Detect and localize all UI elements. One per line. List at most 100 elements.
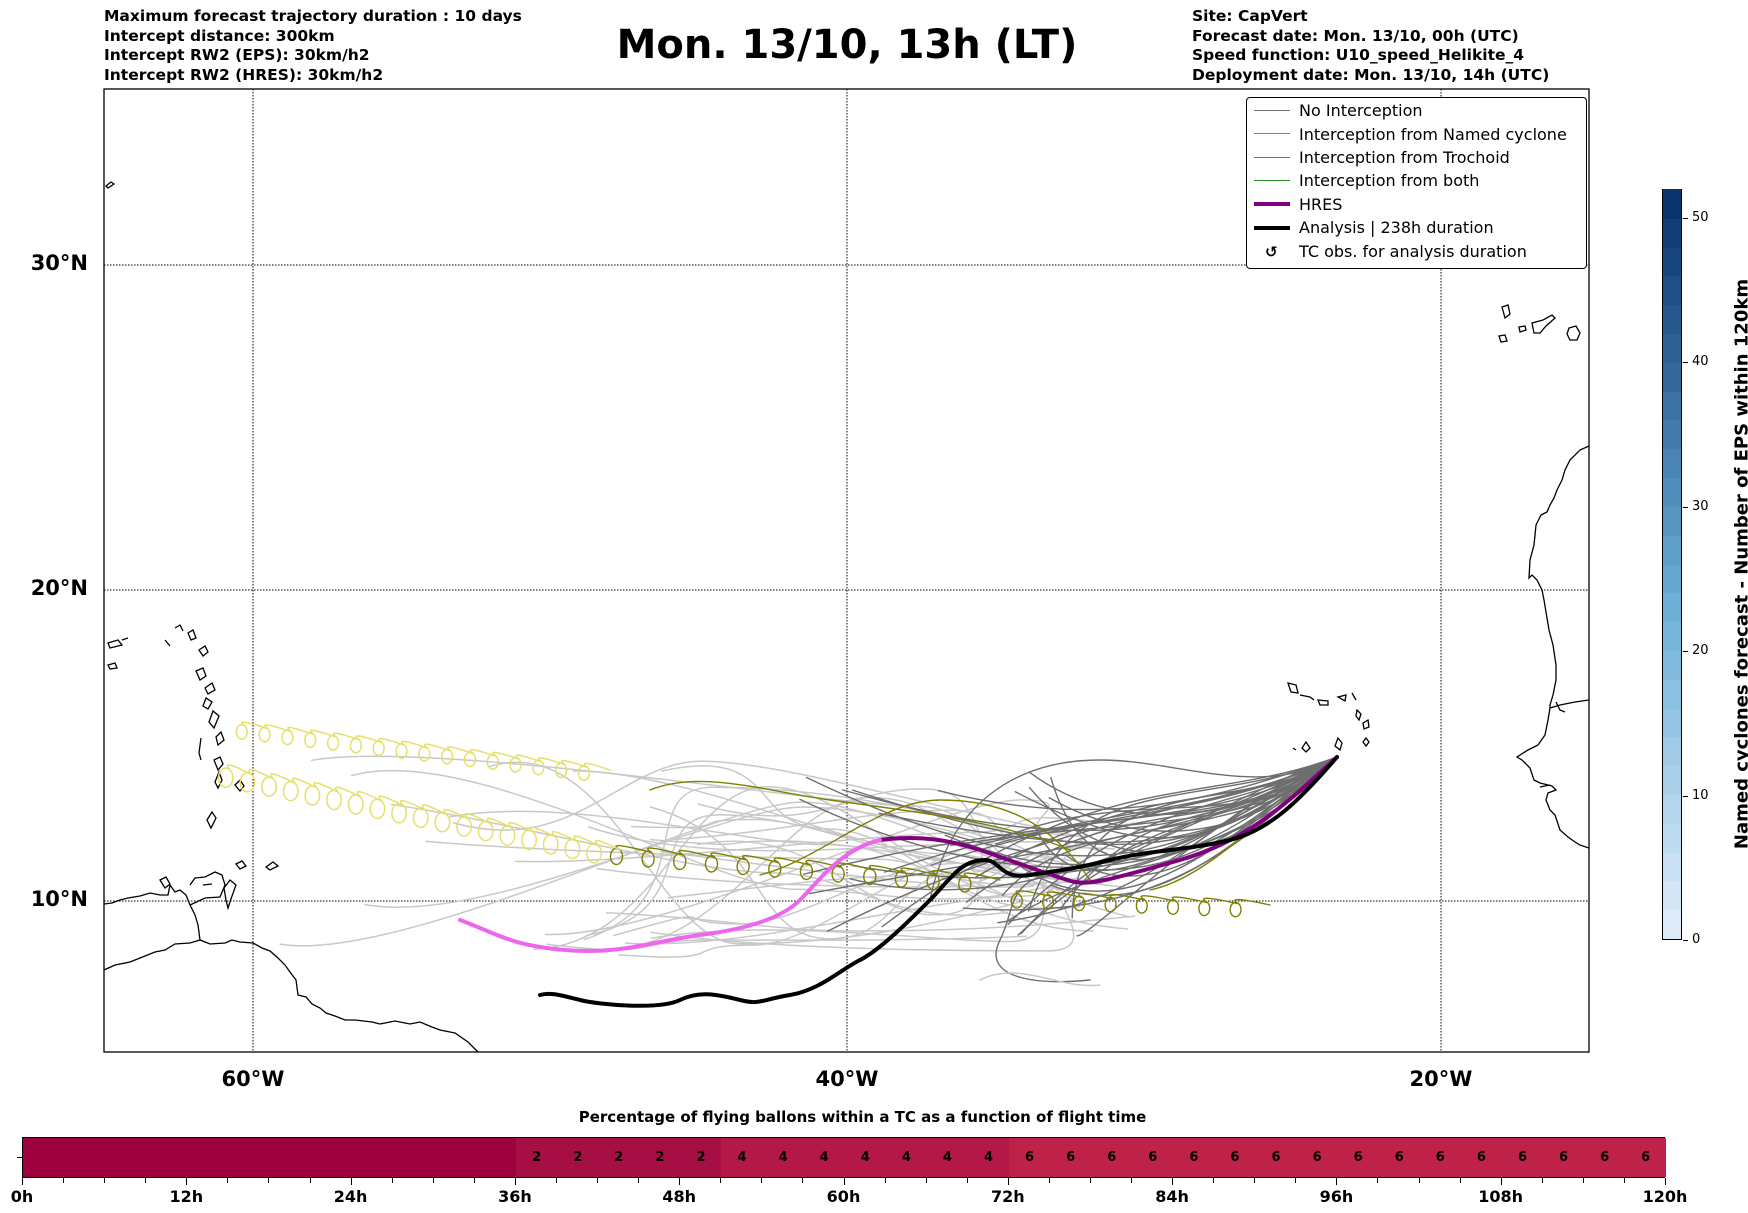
colorbar-band bbox=[1663, 418, 1681, 450]
coastline bbox=[214, 770, 223, 790]
trajectory-late bbox=[605, 912, 1136, 932]
bar-x-tick bbox=[1336, 1178, 1338, 1185]
coastline bbox=[1539, 784, 1551, 788]
legend-label: HRES bbox=[1299, 194, 1343, 214]
trajectory-late bbox=[661, 765, 1094, 932]
colorbar-tick-label: 40 bbox=[1692, 354, 1709, 370]
legend-label: No Interception bbox=[1299, 101, 1423, 120]
coastline bbox=[202, 697, 213, 710]
bar-x-tick bbox=[1377, 1178, 1379, 1183]
bar-x-tick-label: 48h bbox=[662, 1187, 697, 1206]
bar-cell bbox=[351, 1138, 394, 1177]
colorbar-band bbox=[1663, 707, 1681, 738]
colorbar-title: Named cyclones forecast - Number of EPS … bbox=[1731, 278, 1748, 850]
deployment-date: Deployment date: Mon. 13/10, 14h (UTC) bbox=[1192, 65, 1550, 84]
bar-x-tick-label: 96h bbox=[1319, 1187, 1354, 1206]
bar-x-tick bbox=[391, 1178, 393, 1183]
coastline bbox=[107, 639, 124, 649]
colorbar-band bbox=[1663, 851, 1681, 882]
colorbar-tick bbox=[1683, 795, 1688, 797]
coastline bbox=[1336, 694, 1347, 703]
trajectory-late bbox=[659, 850, 1090, 888]
trajectory-trochoid-late bbox=[235, 721, 611, 781]
coastline bbox=[264, 861, 280, 871]
colorbar-band bbox=[1663, 188, 1681, 219]
bar-cell: 6 bbox=[1337, 1138, 1379, 1177]
bar-x-tick bbox=[514, 1178, 516, 1185]
bar-x-tick bbox=[473, 1178, 475, 1183]
colorbar-band bbox=[1663, 361, 1681, 392]
bar-x-tick bbox=[1295, 1178, 1297, 1183]
coastline bbox=[223, 879, 237, 911]
bar-x-tick bbox=[268, 1178, 270, 1183]
legend-line-orange bbox=[1254, 133, 1290, 135]
bar-x-tick bbox=[186, 1178, 188, 1185]
colorbar-tick bbox=[1683, 940, 1688, 941]
bar-x-tick-label: 24h bbox=[333, 1187, 368, 1206]
colorbar-band bbox=[1663, 246, 1681, 277]
bar-cell bbox=[187, 1138, 229, 1177]
coastline bbox=[1292, 747, 1297, 751]
bar-x-tick bbox=[679, 1178, 681, 1185]
colorbar-band bbox=[1663, 793, 1681, 824]
bar-x-tick bbox=[802, 1178, 804, 1183]
coastline bbox=[1355, 708, 1362, 722]
colorbar-band bbox=[1663, 534, 1681, 565]
colorbar bbox=[1662, 188, 1682, 940]
bar-x-tick bbox=[1172, 1178, 1174, 1185]
trajectory-late bbox=[279, 801, 1103, 947]
bar-cell: 6 bbox=[1008, 1138, 1051, 1177]
bar-cell: 4 bbox=[762, 1138, 804, 1177]
coastline bbox=[1351, 692, 1357, 701]
site-name: Site: CapVert bbox=[1192, 7, 1308, 25]
page-title-wrap: Mon. 13/10, 13h (LT) bbox=[0, 22, 1700, 68]
trajectory-no-interception bbox=[1017, 756, 1338, 936]
bar-cell bbox=[269, 1138, 311, 1177]
coastline bbox=[121, 637, 129, 641]
bar-chart-title: Percentage of flying ballons within a TC… bbox=[578, 1108, 1147, 1126]
bar-x-tick-label: 120h bbox=[1642, 1187, 1688, 1206]
bar-cell: 6 bbox=[1296, 1138, 1338, 1177]
colorbar-band bbox=[1663, 879, 1681, 911]
bar-cell bbox=[433, 1138, 476, 1177]
bar-cell: 6 bbox=[1501, 1138, 1544, 1177]
trajectory-hres bbox=[878, 755, 1339, 885]
colorbar-tick-label: 0 bbox=[1692, 932, 1701, 947]
lon-label-20w: 20°W bbox=[1409, 1067, 1473, 1091]
bar-x-tick bbox=[843, 1178, 845, 1185]
colorbar-band bbox=[1663, 563, 1681, 594]
trajectory-trochoid bbox=[1010, 890, 1271, 918]
trajectory-trochoid bbox=[649, 780, 1071, 851]
trajectory-late bbox=[649, 838, 1125, 888]
bar-x-tick-label: 108h bbox=[1478, 1187, 1524, 1206]
bar-cell: 4 bbox=[844, 1138, 887, 1177]
bar-cell bbox=[392, 1138, 435, 1177]
bar-cell: 2 bbox=[556, 1138, 599, 1177]
colorbar-tick-label: 20 bbox=[1692, 643, 1709, 659]
trajectory-no-interception bbox=[944, 756, 1338, 866]
lon-label-60w: 60°W bbox=[221, 1067, 285, 1091]
lon-label-40w: 40°W bbox=[815, 1067, 879, 1091]
coastline bbox=[215, 730, 225, 747]
bar-cell bbox=[310, 1138, 353, 1177]
coastline bbox=[1515, 707, 1589, 849]
legend-line-purple bbox=[1254, 202, 1290, 206]
trajectory-no-interception bbox=[851, 756, 1338, 846]
colorbar-tick bbox=[1683, 506, 1688, 508]
coastline bbox=[1362, 736, 1370, 748]
bar-cell: 2 bbox=[598, 1138, 640, 1177]
trajectory-late bbox=[979, 972, 1101, 987]
bar-cell: 6 bbox=[1542, 1138, 1585, 1177]
legend-line-gray bbox=[1254, 109, 1290, 111]
coastline bbox=[1531, 314, 1556, 334]
bar-x-tick-label: 36h bbox=[498, 1187, 532, 1206]
bar-cell bbox=[474, 1138, 517, 1177]
bar-x-tick bbox=[1541, 1178, 1543, 1183]
trajectory-no-interception bbox=[995, 756, 1338, 983]
coastline bbox=[1555, 701, 1566, 713]
bar-cell bbox=[228, 1138, 270, 1177]
bar-x-tick bbox=[761, 1178, 763, 1183]
bar-x-tick bbox=[432, 1178, 434, 1183]
bar-x-tick bbox=[63, 1178, 65, 1183]
trajectory-hres-late bbox=[458, 838, 882, 953]
